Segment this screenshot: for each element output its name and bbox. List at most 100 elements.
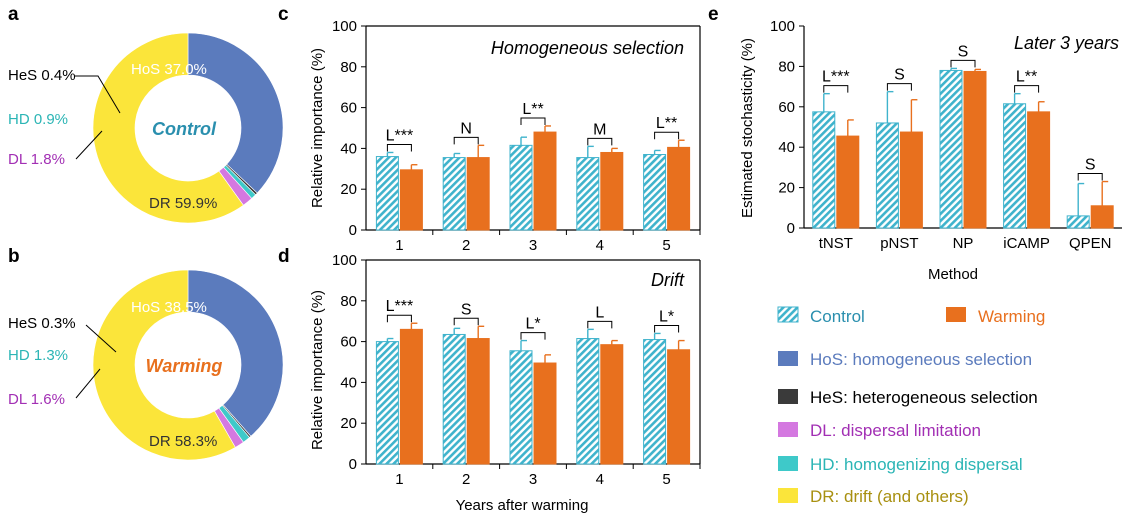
x-tick-label: 2 <box>462 237 470 254</box>
y-axis-label: Relative importance (%) <box>309 48 326 208</box>
significance-label: L* <box>659 308 674 325</box>
significance-bracket <box>654 324 680 333</box>
slice-label-dl: DL 1.6% <box>8 391 65 408</box>
slice-label-hes: HeS 0.4% <box>8 67 76 84</box>
bar-warming <box>667 146 691 231</box>
bar-control <box>509 350 533 465</box>
x-tick-label: NP <box>953 235 974 252</box>
y-tick-label: 40 <box>340 140 357 157</box>
bar-control <box>643 154 667 231</box>
significance-bracket <box>587 137 613 146</box>
bar-warming <box>836 135 860 229</box>
significance-label: S <box>461 301 472 318</box>
y-tick-label: 20 <box>340 415 357 432</box>
bar-control <box>576 338 600 465</box>
bar-control <box>1003 103 1027 229</box>
slice-label-hos: HoS 37.0% <box>131 61 207 78</box>
panel-label-e: e <box>708 4 719 25</box>
significance-bracket <box>950 59 976 68</box>
significance-bracket <box>1014 85 1040 93</box>
bar-control <box>1066 215 1090 229</box>
donut-slice-hos <box>187 269 284 437</box>
x-axis-label: Method <box>928 266 978 283</box>
x-tick-label: QPEN <box>1069 235 1112 252</box>
y-axis-label: Estimated stochasticity (%) <box>739 38 756 218</box>
y-tick-label: 20 <box>778 180 795 197</box>
legend-label-hes: HeS: heterogeneous selection <box>810 388 1038 407</box>
panel-label-a: a <box>8 4 19 25</box>
y-tick-label: 100 <box>332 252 357 269</box>
legend-swatch-hd <box>778 456 798 471</box>
donut-slice-dr <box>92 269 236 461</box>
slice-label-dr: DR 59.9% <box>149 195 217 212</box>
panel-label-c: c <box>278 4 289 25</box>
leader-line-dl <box>75 368 101 399</box>
y-tick-label: 40 <box>778 139 795 156</box>
significance-bracket <box>520 332 546 340</box>
y-tick-label: 100 <box>770 18 795 35</box>
bar-warming <box>533 362 557 465</box>
bar-control <box>939 69 963 229</box>
x-tick-label: 5 <box>662 471 670 488</box>
significance-label: S <box>1085 157 1096 174</box>
bar-warming <box>533 131 557 231</box>
significance-label: L*** <box>386 298 414 315</box>
bar-warming <box>600 151 624 231</box>
significance-label: L** <box>656 115 677 132</box>
chart-title: Drift <box>651 270 685 290</box>
bar-control <box>375 156 399 231</box>
slice-label-hd: HD 0.9% <box>8 111 68 128</box>
panel-label-b: b <box>8 246 20 267</box>
donut-slice-hos <box>187 32 284 194</box>
legend-label-dr: DR: drift (and others) <box>810 487 969 506</box>
slice-label-dr: DR 58.3% <box>149 433 217 450</box>
y-tick-label: 100 <box>332 18 357 35</box>
significance-label: L <box>595 304 604 321</box>
legend-swatch-hos <box>778 351 798 366</box>
significance-label: L* <box>525 316 540 333</box>
chart-title: Homogeneous selection <box>491 38 684 58</box>
bar-control <box>375 341 399 465</box>
y-tick-label: 60 <box>340 334 357 351</box>
legend-label-hd: HD: homogenizing dispersal <box>810 455 1023 474</box>
significance-bracket <box>520 117 546 125</box>
legend-label-warming: Warming <box>978 307 1045 326</box>
y-tick-label: 0 <box>787 220 795 237</box>
x-tick-label: 5 <box>662 237 670 254</box>
x-tick-label: pNST <box>880 235 918 252</box>
significance-label: M <box>593 121 606 138</box>
x-tick-label: 1 <box>395 471 403 488</box>
chart-title: Later 3 years <box>1014 33 1119 53</box>
legend-swatch-hes <box>778 389 798 404</box>
bar-chart-estimated-stochasticity: Later 3 years Estimated stochasticity (%… <box>739 18 1122 283</box>
bar-control <box>643 339 667 465</box>
y-tick-label: 60 <box>778 99 795 116</box>
y-tick-label: 0 <box>349 222 357 239</box>
bar-control <box>509 144 533 231</box>
bar-warming <box>963 70 987 229</box>
significance-bracket <box>453 136 479 145</box>
donut-chart-control: Control HoS 37.0% DR 59.9% HeS 0.4% HD 0… <box>8 32 284 224</box>
significance-bracket <box>453 317 479 326</box>
donut-center-label: Warming <box>146 356 223 376</box>
significance-label: N <box>460 120 472 137</box>
donut-slice-dr <box>92 32 244 224</box>
x-tick-label: 4 <box>596 471 604 488</box>
bar-warming <box>667 349 691 465</box>
y-tick-label: 0 <box>349 456 357 473</box>
y-tick-label: 40 <box>340 374 357 391</box>
donut-slices <box>92 269 284 461</box>
bar-chart-homogeneous-selection: Homogeneous selection Relative importanc… <box>309 18 701 254</box>
significance-bracket <box>886 83 912 91</box>
slice-label-hes: HeS 0.3% <box>8 315 76 332</box>
slice-label-hos: HoS 38.5% <box>131 299 207 316</box>
x-tick-label: 2 <box>462 471 470 488</box>
significance-label: S <box>894 67 905 84</box>
significance-bracket <box>386 143 412 152</box>
significance-label: L** <box>522 101 543 118</box>
legend-swatch-warming <box>946 307 966 322</box>
legend-swatch-dr <box>778 488 798 503</box>
bar-control <box>442 157 466 231</box>
bar-warming <box>899 131 923 229</box>
